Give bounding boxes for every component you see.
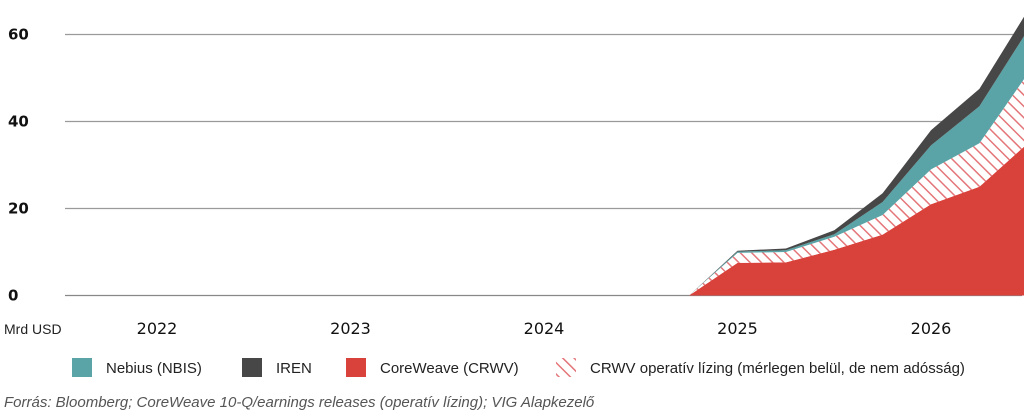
y-tick-label: 0	[8, 287, 18, 305]
legend-swatch	[556, 358, 576, 377]
area-crwv-operat-v-l-zing-m-rlegen-bel-l-de-nem-ad-ss-g	[689, 79, 1024, 296]
y-axis-ticks: 0 20 40 60	[8, 26, 29, 305]
legend-swatch	[242, 358, 262, 377]
y-tick-label: 40	[8, 113, 29, 131]
legend-swatch	[72, 358, 92, 377]
legend-label: CRWV operatív lízing (mérlegen belül, de…	[590, 360, 965, 377]
x-tick-label: 2022	[137, 319, 178, 338]
legend-label: IREN	[276, 360, 312, 377]
legend-label: Nebius (NBIS)	[106, 360, 202, 377]
source-note: Forrás: Bloomberg; CoreWeave 10-Q/earnin…	[4, 394, 595, 411]
legend-label: CoreWeave (CRWV)	[380, 360, 519, 377]
x-axis-ticks: 2022 2023 2024 2025 2026	[137, 319, 952, 338]
x-tick-label: 2026	[911, 319, 952, 338]
legend: Nebius (NBIS) IREN CoreWeave (CRWV) CRWV op…	[72, 358, 965, 377]
x-tick-label: 2024	[524, 319, 565, 338]
area-coreweave-crwv	[689, 146, 1024, 296]
y-axis-unit-label: Mrd USD	[4, 321, 62, 337]
area-series	[689, 16, 1024, 296]
y-tick-label: 20	[8, 200, 29, 218]
y-tick-label: 60	[8, 26, 29, 44]
x-tick-label: 2025	[717, 319, 758, 338]
legend-swatch	[346, 358, 366, 377]
x-tick-label: 2023	[330, 319, 371, 338]
